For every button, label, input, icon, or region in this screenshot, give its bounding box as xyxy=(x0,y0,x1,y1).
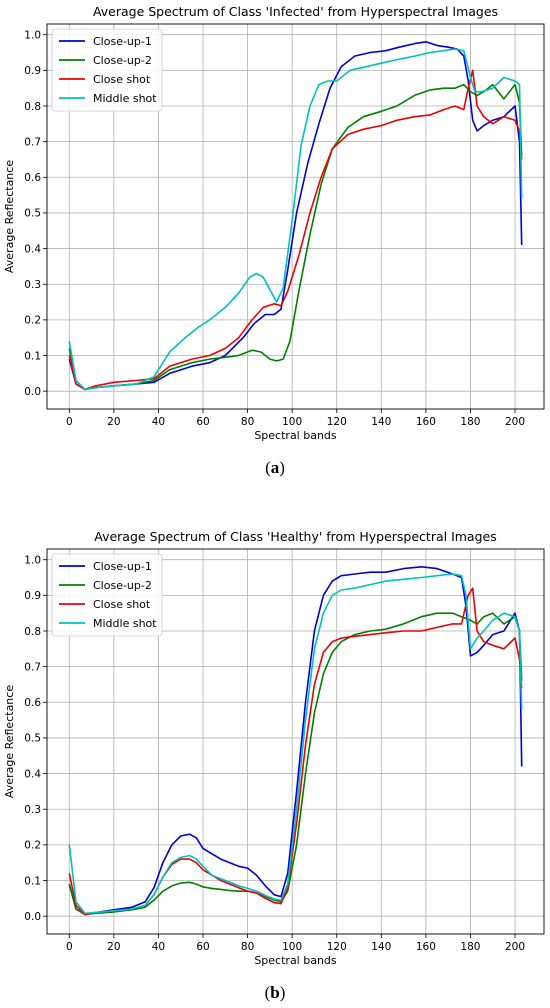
y-tick-label: 0.2 xyxy=(24,840,41,852)
y-tick-label: 0.1 xyxy=(24,350,41,362)
x-tick-label: 180 xyxy=(460,416,480,428)
legend-label: Close shot xyxy=(93,73,151,86)
chart-title: Average Spectrum of Class 'Healthy' from… xyxy=(94,529,496,544)
x-tick-label: 60 xyxy=(196,941,209,953)
x-tick-label: 80 xyxy=(241,941,254,953)
y-tick-label: 0.6 xyxy=(24,697,41,709)
legend-label: Close shot xyxy=(93,598,151,611)
legend-label: Middle shot xyxy=(93,617,157,630)
y-tick-label: 0.3 xyxy=(24,804,41,816)
legend-label: Close-up-1 xyxy=(93,560,152,573)
y-tick-label: 0.8 xyxy=(24,101,41,113)
legend-label: Close-up-2 xyxy=(93,54,152,67)
series-line-close-shot xyxy=(68,69,523,391)
y-axis-label: Average Reflectance xyxy=(3,685,16,798)
caption-b: (b) xyxy=(264,983,286,1002)
x-tick-label: 40 xyxy=(152,941,165,953)
y-tick-label: 0.9 xyxy=(24,65,41,77)
y-tick-label: 0.5 xyxy=(24,208,41,220)
y-tick-label: 0.7 xyxy=(24,661,41,673)
series-line-close-shot xyxy=(68,587,523,916)
x-tick-label: 0 xyxy=(66,416,73,428)
x-tick-label: 180 xyxy=(460,941,480,953)
legend-box xyxy=(51,28,163,112)
chart-title: Average Spectrum of Class 'Infected' fro… xyxy=(93,4,498,19)
x-tick-label: 40 xyxy=(152,416,165,428)
series-line-close-up-2 xyxy=(68,83,523,391)
x-tick-label: 80 xyxy=(241,416,254,428)
y-tick-label: 0.3 xyxy=(24,279,41,291)
legend-label: Close-up-1 xyxy=(93,35,152,48)
y-tick-label: 0.8 xyxy=(24,626,41,638)
chart-panel-a: Average Spectrum of Class 'Infected' fro… xyxy=(3,4,545,442)
y-tick-label: 1.0 xyxy=(24,29,41,41)
series-layer xyxy=(68,40,523,391)
axes-frame xyxy=(46,548,545,935)
x-axis-label: Spectral bands xyxy=(254,429,337,442)
series-line-middle-shot xyxy=(68,573,523,915)
legend-label: Middle shot xyxy=(93,92,157,105)
x-tick-label: 20 xyxy=(107,416,120,428)
axes-frame xyxy=(46,23,545,410)
x-tick-label: 60 xyxy=(196,416,209,428)
y-tick-label: 0.6 xyxy=(24,172,41,184)
y-tick-label: 0.2 xyxy=(24,315,41,327)
series-line-close-up-2 xyxy=(68,612,523,916)
legend: Close-up-1 Close-up-2 Close shot Middle sho… xyxy=(51,553,163,637)
legend-box xyxy=(51,553,163,637)
x-tick-label: 200 xyxy=(505,941,525,953)
caption-a: (a) xyxy=(265,458,285,477)
y-tick-label: 0.4 xyxy=(24,243,41,255)
x-tick-label: 0 xyxy=(66,941,73,953)
x-tick-label: 140 xyxy=(371,416,391,428)
y-tick-label: 0.4 xyxy=(24,768,41,780)
x-tick-label: 160 xyxy=(416,416,436,428)
x-tick-label: 120 xyxy=(327,416,347,428)
x-tick-label: 100 xyxy=(282,416,302,428)
x-tick-label: 20 xyxy=(107,941,120,953)
y-tick-label: 0.5 xyxy=(24,733,41,745)
y-tick-label: 0.0 xyxy=(24,911,41,923)
x-tick-label: 120 xyxy=(327,941,347,953)
y-tick-label: 0.1 xyxy=(24,875,41,887)
chart-panel-b: Average Spectrum of Class 'Healthy' from… xyxy=(3,529,545,967)
y-tick-label: 0.7 xyxy=(24,136,41,148)
x-tick-label: 100 xyxy=(282,941,302,953)
legend: Close-up-1 Close-up-2 Close shot Middle sho… xyxy=(51,28,163,112)
x-tick-label: 200 xyxy=(505,416,525,428)
series-line-close-up-1 xyxy=(68,40,523,391)
y-axis-label: Average Reflectance xyxy=(3,160,16,273)
series-layer xyxy=(68,565,523,916)
x-tick-label: 160 xyxy=(416,941,436,953)
legend-label: Close-up-2 xyxy=(93,579,152,592)
x-axis-label: Spectral bands xyxy=(254,954,337,967)
y-tick-label: 0.9 xyxy=(24,590,41,602)
y-tick-label: 0.0 xyxy=(24,386,41,398)
x-tick-label: 140 xyxy=(371,941,391,953)
series-line-middle-shot xyxy=(68,48,523,391)
y-tick-label: 1.0 xyxy=(24,554,41,566)
